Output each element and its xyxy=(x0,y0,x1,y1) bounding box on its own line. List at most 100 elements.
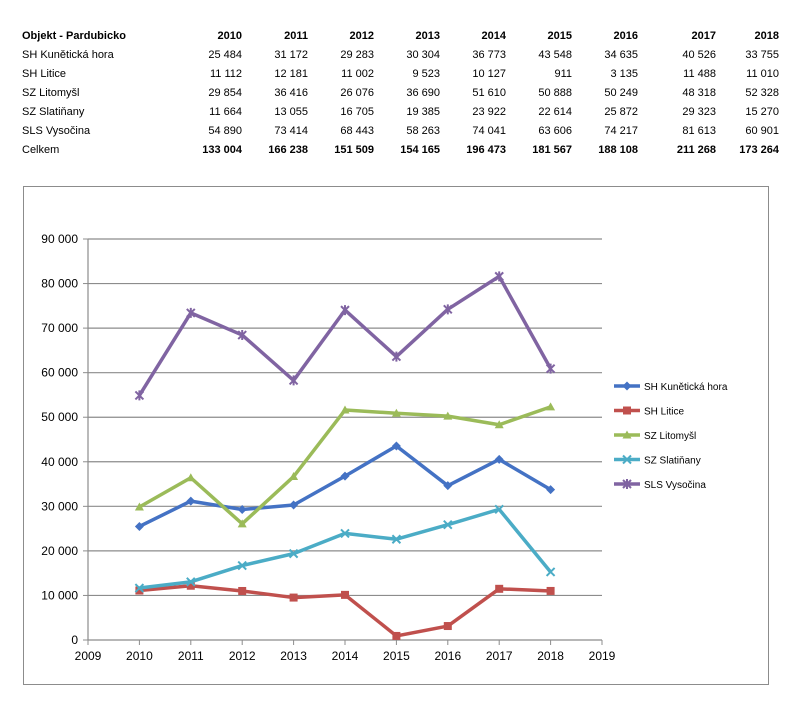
cell-value: 25 484 xyxy=(208,49,242,61)
data-point xyxy=(443,622,452,631)
y-tick-label: 30 000 xyxy=(41,499,78,513)
data-point xyxy=(391,441,401,451)
data-point xyxy=(340,305,350,316)
cell-value: 48 318 xyxy=(682,87,716,99)
cell-value: 3 135 xyxy=(610,68,638,80)
total-value: 173 264 xyxy=(739,144,779,156)
data-point xyxy=(545,567,556,577)
chart-frame: 0 10 000 20 000 30 000 40 000 50 000 60 000 70 … xyxy=(23,186,769,685)
data-point xyxy=(341,590,349,599)
table-header-label: Objekt - Pardubicko xyxy=(22,30,126,42)
table-header-year: 2013 xyxy=(415,30,440,42)
data-point xyxy=(391,408,401,417)
cell-value: 23 922 xyxy=(472,106,506,118)
legend-label: SLS Vysočina xyxy=(644,480,706,491)
x-tick-label: 2017 xyxy=(486,649,513,663)
row-name: SH Kunětická hora xyxy=(22,49,114,61)
table-header-year: 2018 xyxy=(754,30,779,42)
series-line-5 xyxy=(137,274,553,397)
x-tick-label: 2012 xyxy=(229,649,256,663)
table-header-year: 2012 xyxy=(349,30,374,42)
data-point xyxy=(545,363,556,374)
cell-value: 16 705 xyxy=(340,106,374,118)
table-header-year: 2016 xyxy=(613,30,638,42)
cell-value: 60 901 xyxy=(745,125,779,137)
row-name: SZ Slatiňany xyxy=(22,106,85,118)
data-point xyxy=(622,430,632,439)
cell-value: 51 610 xyxy=(472,87,506,99)
data-point xyxy=(443,520,453,530)
data-point xyxy=(289,593,298,602)
data-point xyxy=(443,304,453,315)
data-point xyxy=(134,502,144,511)
total-value: 181 567 xyxy=(532,144,572,156)
cell-value: 26 076 xyxy=(340,87,374,99)
data-point xyxy=(392,631,401,640)
total-value: 188 108 xyxy=(598,144,638,156)
data-point xyxy=(134,583,145,593)
y-tick-label: 80 000 xyxy=(41,277,78,291)
cell-value: 54 890 xyxy=(208,125,242,137)
data-point xyxy=(494,271,504,282)
data-point xyxy=(546,402,556,411)
table-header-year: 2011 xyxy=(284,30,308,42)
table-row: SH Kunětická hora 25 484 31 172 29 283 3… xyxy=(22,46,779,65)
x-tick-label: 2011 xyxy=(178,649,204,663)
cell-value: 29 854 xyxy=(208,87,242,99)
table-row: SZ Slatiňany 11 664 13 055 16 705 19 385… xyxy=(22,103,779,122)
data-point xyxy=(237,519,247,528)
x-tick-label: 2019 xyxy=(589,649,616,663)
cell-value: 52 328 xyxy=(745,87,779,99)
data-point xyxy=(622,381,632,391)
legend-label: SZ Slatiňany xyxy=(644,456,701,467)
data-point xyxy=(237,505,247,515)
data-point xyxy=(623,406,631,415)
cell-value: 11 002 xyxy=(341,68,374,80)
total-value: 154 165 xyxy=(400,144,440,156)
data-point xyxy=(135,586,144,595)
cell-value: 63 606 xyxy=(538,125,572,137)
data-point xyxy=(288,375,299,386)
data-point xyxy=(186,577,196,587)
data-point xyxy=(186,496,196,506)
data-point xyxy=(391,534,402,544)
cell-value: 50 249 xyxy=(604,87,638,99)
cell-value: 74 041 xyxy=(472,125,506,137)
y-tick-label: 70 000 xyxy=(41,321,78,335)
total-value: 166 238 xyxy=(268,144,308,156)
data-point xyxy=(391,351,402,362)
table-row: SZ Litomyšl 29 854 36 416 26 076 36 690 … xyxy=(22,84,779,103)
cell-value: 34 635 xyxy=(604,49,638,61)
data-point xyxy=(340,405,350,414)
cell-value: 15 270 xyxy=(745,106,779,118)
y-tick-label: 50 000 xyxy=(41,410,78,424)
data-point xyxy=(238,586,247,595)
data-table: Objekt - Pardubicko 2010 2011 2012 2013 … xyxy=(22,27,779,160)
cell-value: 9 523 xyxy=(412,68,440,80)
row-name: SLS Vysočina xyxy=(22,125,91,137)
data-point xyxy=(186,581,195,590)
cell-value: 12 181 xyxy=(274,68,308,80)
cell-value: 10 127 xyxy=(472,68,506,80)
x-tick-label: 2015 xyxy=(383,649,410,663)
table-total-row: Celkem 133 004 166 238 151 509 154 165 1… xyxy=(22,141,779,160)
cell-value: 11 488 xyxy=(683,68,716,80)
table-header-year: 2015 xyxy=(547,30,572,42)
data-point xyxy=(288,548,299,559)
y-tick-label: 0 xyxy=(71,633,78,647)
cell-value: 25 872 xyxy=(604,106,638,118)
data-point xyxy=(443,481,453,491)
y-tick-label: 90 000 xyxy=(41,232,78,246)
table-row: SLS Vysočina 54 890 73 414 68 443 58 263… xyxy=(22,122,779,141)
data-point xyxy=(494,504,504,515)
cell-value: 30 304 xyxy=(406,49,440,61)
x-tick-label: 2009 xyxy=(75,649,102,663)
legend-label: SH Kunětická hora xyxy=(644,382,728,393)
cell-value: 911 xyxy=(554,68,572,80)
row-name: SZ Litomyšl xyxy=(22,87,80,99)
data-point xyxy=(186,307,196,318)
cell-value: 19 385 xyxy=(406,106,440,118)
total-value: 133 004 xyxy=(202,144,242,156)
y-tick-label: 60 000 xyxy=(41,366,78,380)
data-point xyxy=(340,471,350,481)
